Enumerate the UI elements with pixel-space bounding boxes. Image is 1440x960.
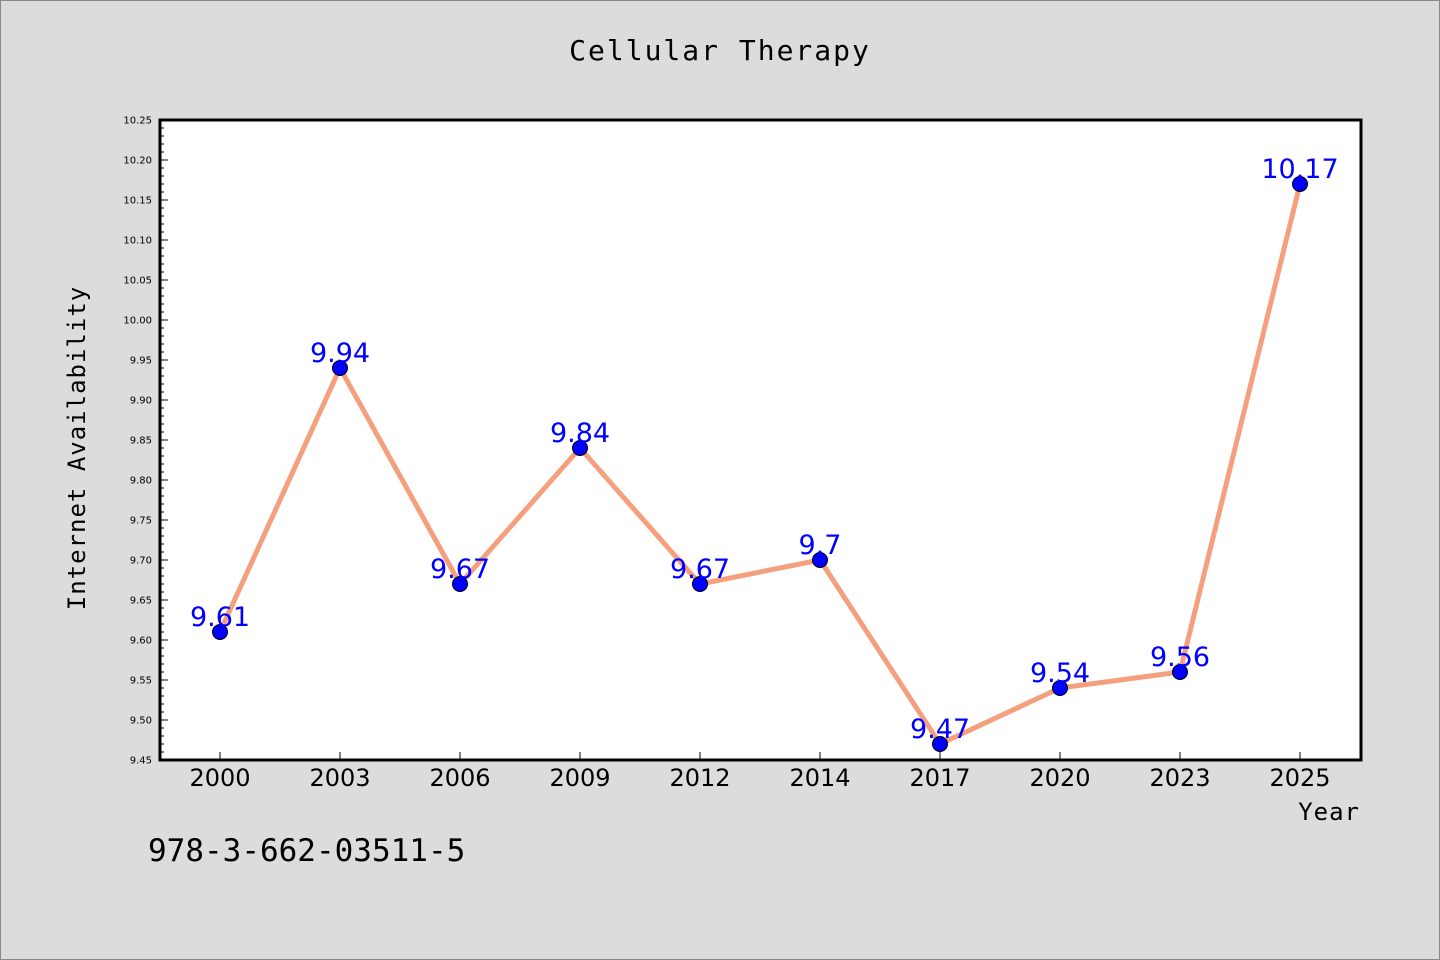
y-tick-label: 9.60 xyxy=(130,636,152,647)
data-labels: 9.61 9.94 9.67 9.84 9.67 9.7 9.47 9.54 9.56 10.17 xyxy=(190,154,1339,745)
y-axis-ticks: 9.45 9.50 9.55 9.60 9.65 9.70 9.75 9.80 9.85 9.90… xyxy=(123,116,168,767)
x-axis-ticks: 2000 2003 2006 2009 2012 2014 2017 2020 2023 2025 xyxy=(189,752,1331,792)
data-label: 9.47 xyxy=(910,714,970,745)
y-tick-label: 10.20 xyxy=(123,156,152,167)
data-point xyxy=(452,576,468,592)
data-label: 9.84 xyxy=(550,418,610,449)
data-point xyxy=(1052,680,1068,696)
data-point xyxy=(1172,664,1188,680)
series-line xyxy=(217,183,1303,747)
y-tick-label: 9.95 xyxy=(130,356,152,367)
x-tick-label: 2017 xyxy=(909,764,970,792)
data-markers xyxy=(212,176,1308,752)
x-tick-label: 2009 xyxy=(549,764,610,792)
y-tick-label: 10.00 xyxy=(123,316,152,327)
y-tick-label: 9.75 xyxy=(130,516,152,527)
y-tick-label: 9.70 xyxy=(130,556,152,567)
x-tick-label: 2025 xyxy=(1269,764,1330,792)
data-point xyxy=(332,360,348,376)
chart-title: Cellular Therapy xyxy=(569,34,871,67)
data-point xyxy=(812,552,828,568)
data-label: 9.7 xyxy=(799,530,842,561)
y-tick-label: 9.45 xyxy=(130,756,152,767)
y-tick-label: 10.05 xyxy=(123,276,152,287)
data-label: 9.67 xyxy=(670,554,730,585)
x-axis-label: Year xyxy=(1298,798,1360,826)
data-label: 9.94 xyxy=(310,338,370,369)
data-point xyxy=(932,736,948,752)
x-tick-label: 2014 xyxy=(789,764,850,792)
data-point xyxy=(572,440,588,456)
x-tick-label: 2023 xyxy=(1149,764,1210,792)
x-tick-label: 2000 xyxy=(189,764,250,792)
y-tick-label: 10.25 xyxy=(123,116,152,127)
x-tick-label: 2020 xyxy=(1029,764,1090,792)
x-tick-label: 2006 xyxy=(429,764,490,792)
isbn-code: 978-3-662-03511-5 xyxy=(148,833,466,869)
data-label: 9.61 xyxy=(190,602,250,633)
y-tick-label: 9.55 xyxy=(130,676,152,687)
y-tick-label: 9.50 xyxy=(130,716,152,727)
data-point xyxy=(692,576,708,592)
y-axis-label: Internet Availability xyxy=(63,286,91,610)
plot-area xyxy=(158,118,1363,762)
x-tick-label: 2012 xyxy=(669,764,730,792)
y-tick-label: 10.15 xyxy=(123,196,152,207)
data-label: 9.67 xyxy=(430,554,490,585)
data-label: 9.56 xyxy=(1150,642,1210,673)
data-point xyxy=(212,624,228,640)
data-label: 9.54 xyxy=(1030,658,1090,689)
x-tick-label: 2003 xyxy=(309,764,370,792)
data-label: 10.17 xyxy=(1261,154,1338,185)
data-point xyxy=(1292,176,1308,192)
y-tick-label: 9.65 xyxy=(130,596,152,607)
y-tick-label: 9.80 xyxy=(130,476,152,487)
y-tick-label: 9.85 xyxy=(130,436,152,447)
y-tick-label: 9.90 xyxy=(130,396,152,407)
y-tick-label: 10.10 xyxy=(123,236,152,247)
